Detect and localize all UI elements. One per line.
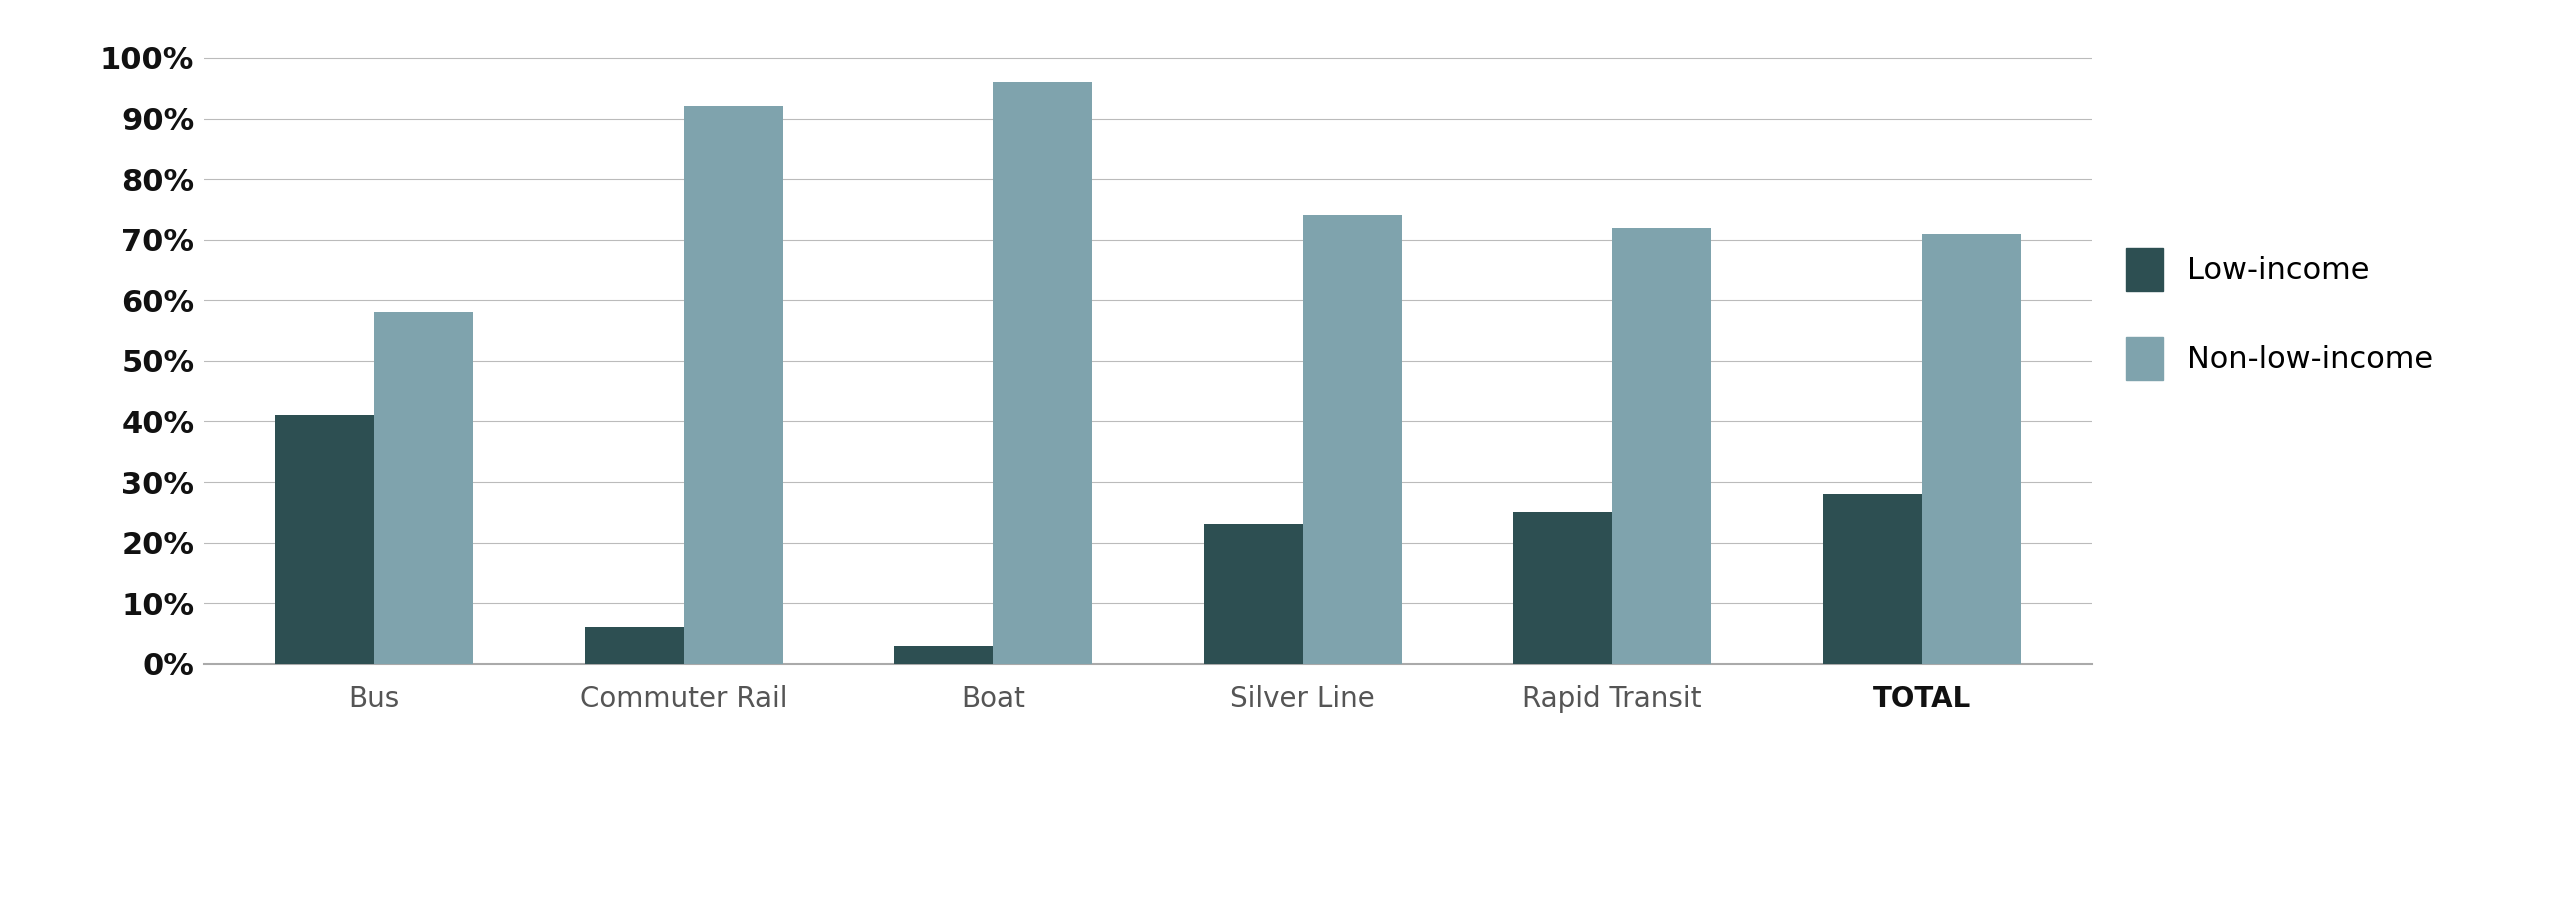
Bar [375,313,474,664]
Legend: Low-income, Non-low-income: Low-income, Non-low-income [2125,248,2434,380]
Bar [895,645,992,664]
Bar [1821,494,1921,664]
Bar [992,82,1092,664]
Bar [684,106,783,664]
Bar [1612,228,1712,664]
Bar [1513,513,1612,664]
Bar [584,628,684,664]
Bar [1204,525,1304,664]
Bar [276,416,375,664]
Bar [1921,233,2020,664]
Bar [1304,216,1400,664]
